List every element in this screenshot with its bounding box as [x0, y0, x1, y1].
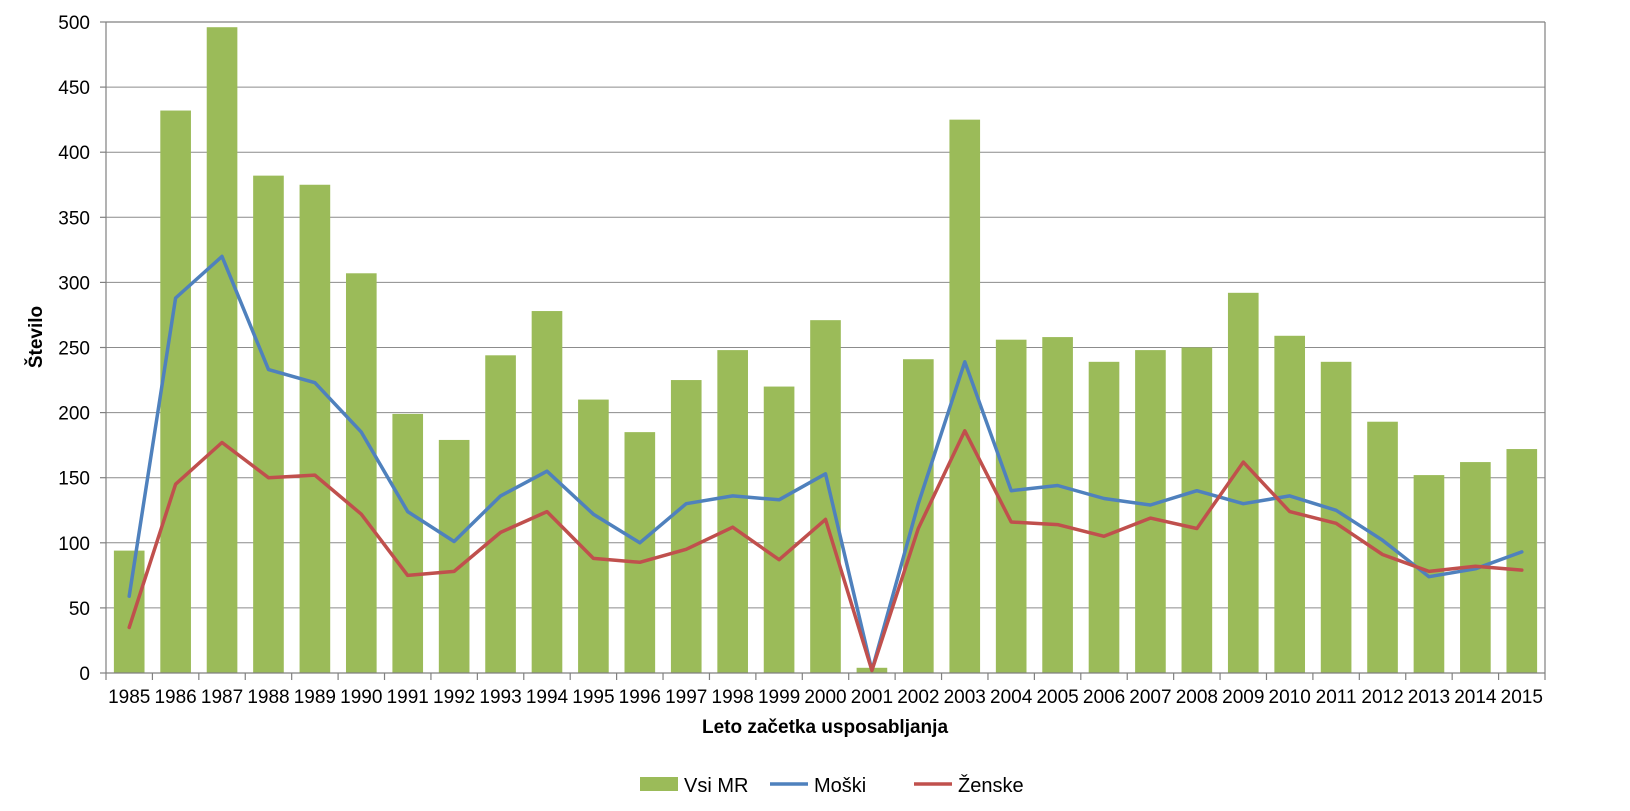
x-tick-label: 2005 — [1036, 687, 1078, 708]
x-tick-label: 1996 — [619, 687, 661, 708]
bars-vsi-mr — [113, 27, 1538, 674]
x-tick-label: 2006 — [1083, 687, 1125, 708]
y-tick-label: 350 — [58, 208, 90, 229]
x-tick-label: 1988 — [247, 687, 289, 708]
legend-swatch — [640, 777, 678, 791]
y-tick-label: 50 — [69, 599, 90, 620]
x-tick-label: 2001 — [851, 687, 893, 708]
bar-1987 — [206, 27, 238, 673]
bar-2008 — [1181, 347, 1213, 673]
x-tick-label: 2010 — [1269, 687, 1311, 708]
x-tick-label: 2013 — [1408, 687, 1450, 708]
x-axis-title: Leto začetka usposabljanja — [702, 717, 948, 738]
x-tick-label: 2012 — [1361, 687, 1403, 708]
line--enske — [127, 429, 1524, 673]
x-tick-label: 2008 — [1176, 687, 1218, 708]
legend-label: Vsi MR — [684, 775, 748, 797]
bar-2009 — [1227, 292, 1259, 673]
bar-1988 — [253, 175, 284, 674]
bar-2010 — [1274, 335, 1306, 673]
y-tick-label: 200 — [58, 404, 90, 425]
bar-1986 — [160, 110, 191, 673]
bar-2004 — [995, 339, 1027, 673]
x-tick-label: 2011 — [1316, 687, 1357, 708]
x-tick-label: 1992 — [433, 687, 475, 708]
y-tick-label: 300 — [58, 273, 90, 294]
x-tick-label: 1998 — [712, 687, 754, 708]
legend-label: Ženske — [958, 774, 1024, 797]
bar-1992 — [438, 439, 470, 673]
axes — [100, 21, 1546, 680]
y-tick-label: 100 — [58, 534, 90, 555]
bar-2006 — [1088, 361, 1120, 673]
y-tick-label: 0 — [79, 664, 90, 685]
y-tick-labels: 0 50 100 150 200 250 300 350 400 450 500 — [58, 13, 90, 685]
legend-label: Moški — [814, 775, 866, 797]
bar-2007 — [1135, 350, 1166, 673]
x-tick-label: 2014 — [1454, 687, 1497, 708]
bar-1991 — [392, 413, 424, 673]
bar-1993 — [485, 355, 516, 673]
bar-2015 — [1506, 449, 1538, 673]
x-tick-label: 1989 — [294, 687, 336, 708]
bar-1989 — [299, 184, 331, 673]
y-tick-label: 450 — [58, 78, 90, 99]
y-tick-label: 250 — [58, 339, 90, 360]
bar-1995 — [578, 399, 609, 673]
x-tick-label: 2007 — [1129, 687, 1171, 708]
x-tick-label: 2000 — [804, 687, 846, 708]
bar-1996 — [624, 432, 656, 673]
bar-2000 — [810, 320, 841, 673]
bar-1998 — [717, 350, 748, 673]
x-tick-label: 1994 — [526, 687, 569, 708]
x-tick-label: 2009 — [1222, 687, 1264, 708]
bar-1994 — [531, 311, 563, 673]
x-tick-label: 1985 — [108, 687, 150, 708]
lines — [127, 254, 1524, 673]
x-tick-label: 1987 — [201, 687, 243, 708]
y-tick-label: 150 — [58, 469, 90, 490]
x-tick-label: 1990 — [340, 687, 382, 708]
x-tick-label: 1995 — [572, 687, 614, 708]
legend-item--enske: Ženske — [914, 774, 1024, 797]
bar-2005 — [1042, 337, 1073, 673]
bar-1990 — [345, 273, 377, 673]
y-axis-title: Število — [25, 306, 47, 368]
line-mo-ki — [127, 254, 1524, 673]
bar-1999 — [763, 386, 795, 673]
x-tick-label: 1991 — [387, 687, 429, 708]
legend-item-vsi-mr: Vsi MR — [640, 775, 748, 797]
x-tick-label: 2015 — [1501, 687, 1543, 708]
legend-item-mo-ki: Moški — [770, 775, 866, 797]
x-tick-labels: 1985 1986 1987 1988 1989 1990 1991 1992 1993 1994… — [108, 687, 1543, 708]
bar-1985 — [113, 550, 145, 673]
x-tick-label: 1997 — [665, 687, 707, 708]
legend: Vsi MR Moški Ženske — [640, 774, 1024, 797]
x-tick-label: 1999 — [758, 687, 800, 708]
x-tick-label: 1986 — [154, 687, 196, 708]
x-tick-label: 1993 — [479, 687, 521, 708]
bar-1997 — [670, 380, 702, 673]
bar-2002 — [903, 359, 934, 673]
y-tick-label: 500 — [58, 13, 90, 34]
x-tick-label: 2002 — [897, 687, 939, 708]
x-tick-label: 2003 — [944, 687, 986, 708]
y-tick-label: 400 — [58, 143, 90, 164]
x-tick-label: 2004 — [990, 687, 1033, 708]
